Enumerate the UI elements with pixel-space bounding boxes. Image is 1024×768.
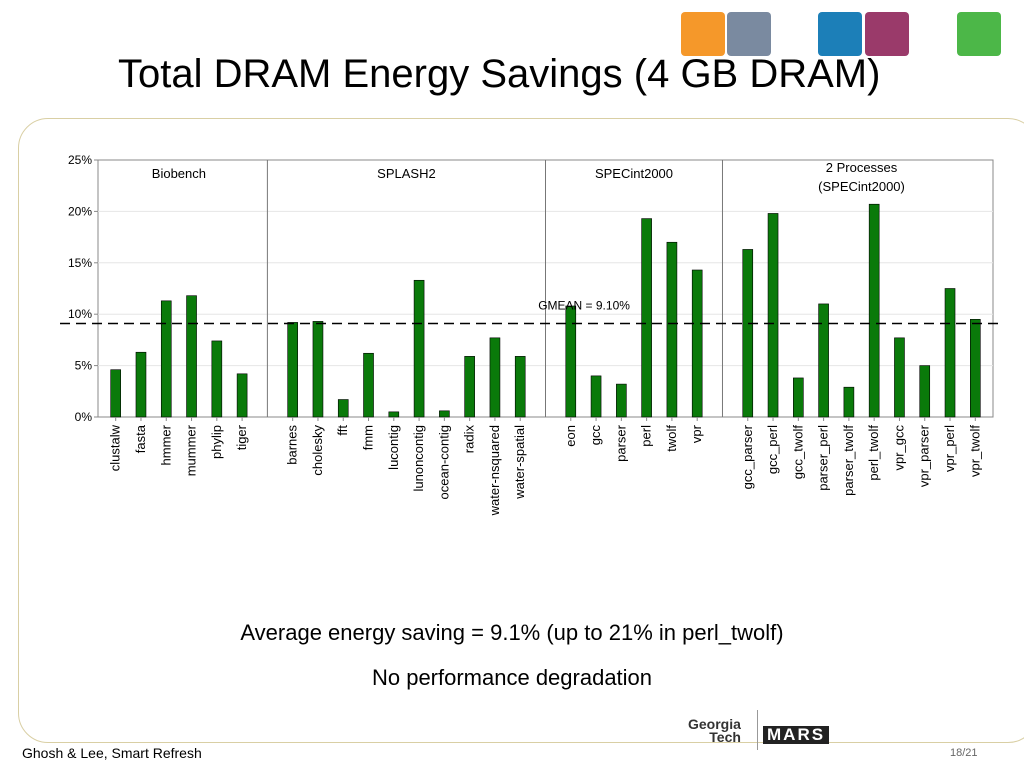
x-tick-label: parser: [613, 424, 628, 462]
georgia-tech-logo: Georgia Tech: [688, 716, 741, 745]
x-tick-label: water-nsquared: [487, 425, 502, 516]
y-tick-label: 10%: [68, 307, 92, 321]
x-tick-label: water-spatial: [512, 425, 527, 500]
x-tick-label: gcc_parser: [740, 424, 755, 489]
energy-savings-chart: 0% 5% 10% 15% 20% 25% clustalw fasta hmmer mummer…: [60, 153, 1003, 516]
logo-square-blue: [818, 12, 862, 56]
bar: [135, 351, 147, 418]
x-tick-label: perl_twolf: [866, 425, 881, 481]
bullet-average-saving: Average energy saving = 9.1% (up to 21% …: [240, 620, 784, 645]
gmean-label: GMEAN = 9.10%: [538, 298, 630, 312]
bar: [211, 340, 223, 418]
x-tick-label: gcc: [588, 425, 603, 446]
x-tick-label: vpr_gcc: [891, 425, 906, 471]
bar: [970, 319, 981, 418]
bullet-no-degradation: No performance degradation: [371, 665, 653, 690]
x-tick-label: parser_twolf: [841, 425, 856, 496]
bar: [767, 213, 779, 418]
x-tick-label: vpr: [689, 424, 704, 443]
group-label: (SPECint2000): [818, 179, 905, 194]
x-tick-label: ocean-contig: [436, 425, 451, 499]
y-tick-label: 20%: [68, 204, 92, 218]
x-tick-label: gcc_twolf: [790, 425, 805, 480]
y-tick-label: 15%: [68, 256, 92, 270]
mars-logo: MARS: [763, 726, 830, 744]
x-tick-label: barnes: [285, 425, 300, 465]
x-tick-label: fft: [335, 425, 350, 436]
x-tick-label: eon: [563, 425, 578, 447]
y-tick-label: 5%: [75, 359, 93, 373]
page-title: Total DRAM Energy Savings (4 GB DRAM): [118, 52, 881, 96]
y-tick-label: 0%: [75, 410, 93, 424]
logo-divider: [757, 710, 758, 750]
x-tick-label: fmm: [361, 425, 376, 450]
group-label: Biobench: [152, 166, 206, 181]
bar: [489, 337, 501, 418]
bar: [818, 303, 829, 418]
bar: [793, 377, 804, 418]
bar: [919, 365, 931, 418]
logo-square-green: [957, 12, 1001, 56]
x-tick-label: perl: [639, 425, 654, 447]
bar: [666, 241, 678, 418]
bar: [312, 321, 324, 418]
x-tick-label: gcc_perl: [765, 425, 780, 474]
x-tick-label: vpr_perl: [942, 425, 957, 472]
logo-text-georgia: Georgia: [688, 716, 741, 732]
logo-square-chip: [865, 12, 909, 56]
page-number: 18/21: [950, 747, 978, 759]
x-tick-label: fasta: [133, 424, 148, 453]
bar: [742, 249, 754, 418]
bar: [944, 288, 956, 418]
x-tick-label: tiger: [234, 424, 249, 450]
x-tick-label: hmmer: [158, 424, 173, 465]
bar: [287, 322, 298, 418]
x-tick-label: lunoncontig: [411, 425, 426, 492]
bar: [514, 356, 526, 418]
bar: [843, 386, 855, 418]
group-label: SPECint2000: [595, 166, 673, 181]
x-tick-label: lucontig: [386, 425, 401, 470]
bar: [894, 337, 905, 418]
bar: [439, 410, 450, 418]
logo-text-tech: Tech: [709, 729, 741, 745]
group-label: 2 Processes: [826, 160, 898, 175]
bar: [413, 279, 425, 418]
x-tick-label: twolf: [664, 425, 679, 452]
x-tick-label: phylip: [209, 425, 224, 459]
x-tick-label: vpr_parser: [917, 424, 932, 487]
x-tick-label: parser_perl: [816, 425, 831, 491]
bar: [691, 269, 703, 418]
bar: [363, 352, 374, 418]
bar: [565, 305, 577, 418]
bar: [110, 369, 121, 418]
group-label: SPLASH2: [377, 166, 436, 181]
content-frame: [18, 118, 1024, 743]
logo-square-orange: [681, 12, 725, 56]
x-tick-label: cholesky: [310, 425, 325, 476]
bar: [186, 295, 197, 418]
y-tick-label: 25%: [68, 153, 92, 167]
bar: [616, 383, 627, 418]
bar: [868, 203, 880, 418]
bar: [337, 399, 349, 418]
x-tick-label: clustalw: [108, 424, 123, 471]
bar: [464, 356, 475, 418]
bar: [160, 300, 172, 418]
bar: [641, 218, 652, 418]
x-tick-label: vpr_twolf: [967, 425, 982, 477]
x-tick-label: mummer: [184, 424, 199, 476]
bar: [590, 375, 602, 418]
bar: [388, 411, 400, 418]
footer-author: Ghosh & Lee, Smart Refresh: [22, 745, 202, 761]
x-tick-label: radix: [462, 425, 477, 454]
bar: [236, 373, 248, 418]
logo-square-photo: [727, 12, 771, 56]
